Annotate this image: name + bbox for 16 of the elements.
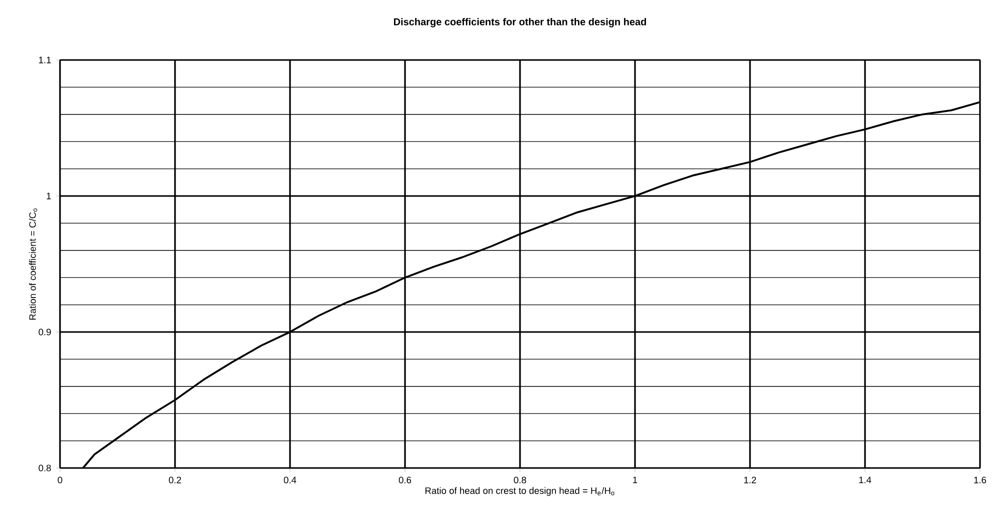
- x-tick-label: 1.6: [974, 476, 986, 484]
- x-tick-label: 0: [58, 476, 62, 484]
- y-tick-label: 1: [46, 192, 51, 200]
- x-tick-label: 0.8: [514, 476, 526, 484]
- x-tick-label: 0.4: [284, 476, 296, 484]
- x-tick-label: 1.4: [859, 476, 872, 484]
- x-tick-label: 1: [633, 476, 638, 484]
- x-tick-label: 0.2: [168, 476, 182, 484]
- y-tick-label: 0.9: [38, 328, 51, 336]
- y-tick-label: 0.8: [38, 464, 51, 472]
- y-axis-title: Ration of coefficient = C/C$_{o}$: [29, 208, 38, 320]
- x-tick-label: 0.6: [398, 476, 412, 484]
- y-tick-label: 1.1: [39, 56, 51, 64]
- x-axis-title: Ratio of head on crest to design head = H$_{e}$/H$_{o}$: [425, 487, 614, 496]
- chart-title: Discharge coefficients for other than the design head: [394, 18, 646, 28]
- x-tick-label: 1.2: [744, 476, 756, 484]
